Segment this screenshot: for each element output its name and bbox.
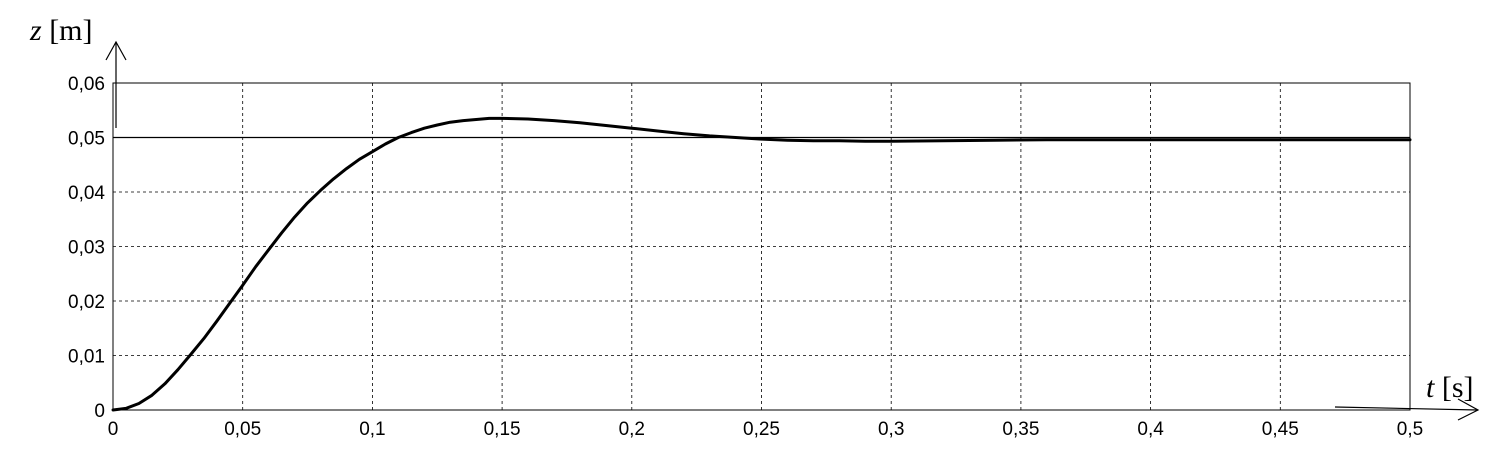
x-tick-label: 0,25	[743, 419, 780, 440]
plot-frame	[112, 82, 1411, 411]
y-tick-label: 0,04	[68, 183, 105, 204]
x-tick-label: 0,05	[224, 419, 261, 440]
x-axis-arrow-shaft	[1334, 406, 1479, 411]
x-tick-label: 0,45	[1262, 419, 1299, 440]
x-tick-label: 0,2	[619, 419, 645, 440]
x-tick-label: 0,3	[878, 419, 904, 440]
x-tick-label: 0	[108, 419, 119, 440]
x-tick-label: 0,5	[1397, 419, 1423, 440]
x-tick-label: 0,1	[359, 419, 385, 440]
grid	[113, 83, 1410, 410]
y-tick-label: 0,05	[68, 129, 105, 150]
y-tick-label: 0,06	[68, 74, 105, 95]
y-tick-label: 0,01	[68, 347, 105, 368]
y-tick-label: 0,03	[68, 238, 105, 259]
y-tick-label: 0	[94, 401, 105, 422]
y-axis-arrow-head	[105, 40, 127, 61]
y-axis-title: z [m]	[29, 14, 93, 47]
x-tick-label: 0,35	[1002, 419, 1039, 440]
series-line	[111, 116, 1412, 412]
x-tick-label: 0,15	[484, 419, 521, 440]
tick-labels: 0 0,05 0,1 0,15 0,2 0,25 0,3 0,35 0,4 0,45 0,5 0 0,0…	[68, 74, 1423, 440]
x-tick-label: 0,4	[1137, 419, 1164, 440]
x-axis-title: t [s]	[1426, 371, 1474, 404]
y-tick-label: 0,02	[68, 292, 105, 313]
x-axis-arrow-head	[1457, 398, 1480, 421]
